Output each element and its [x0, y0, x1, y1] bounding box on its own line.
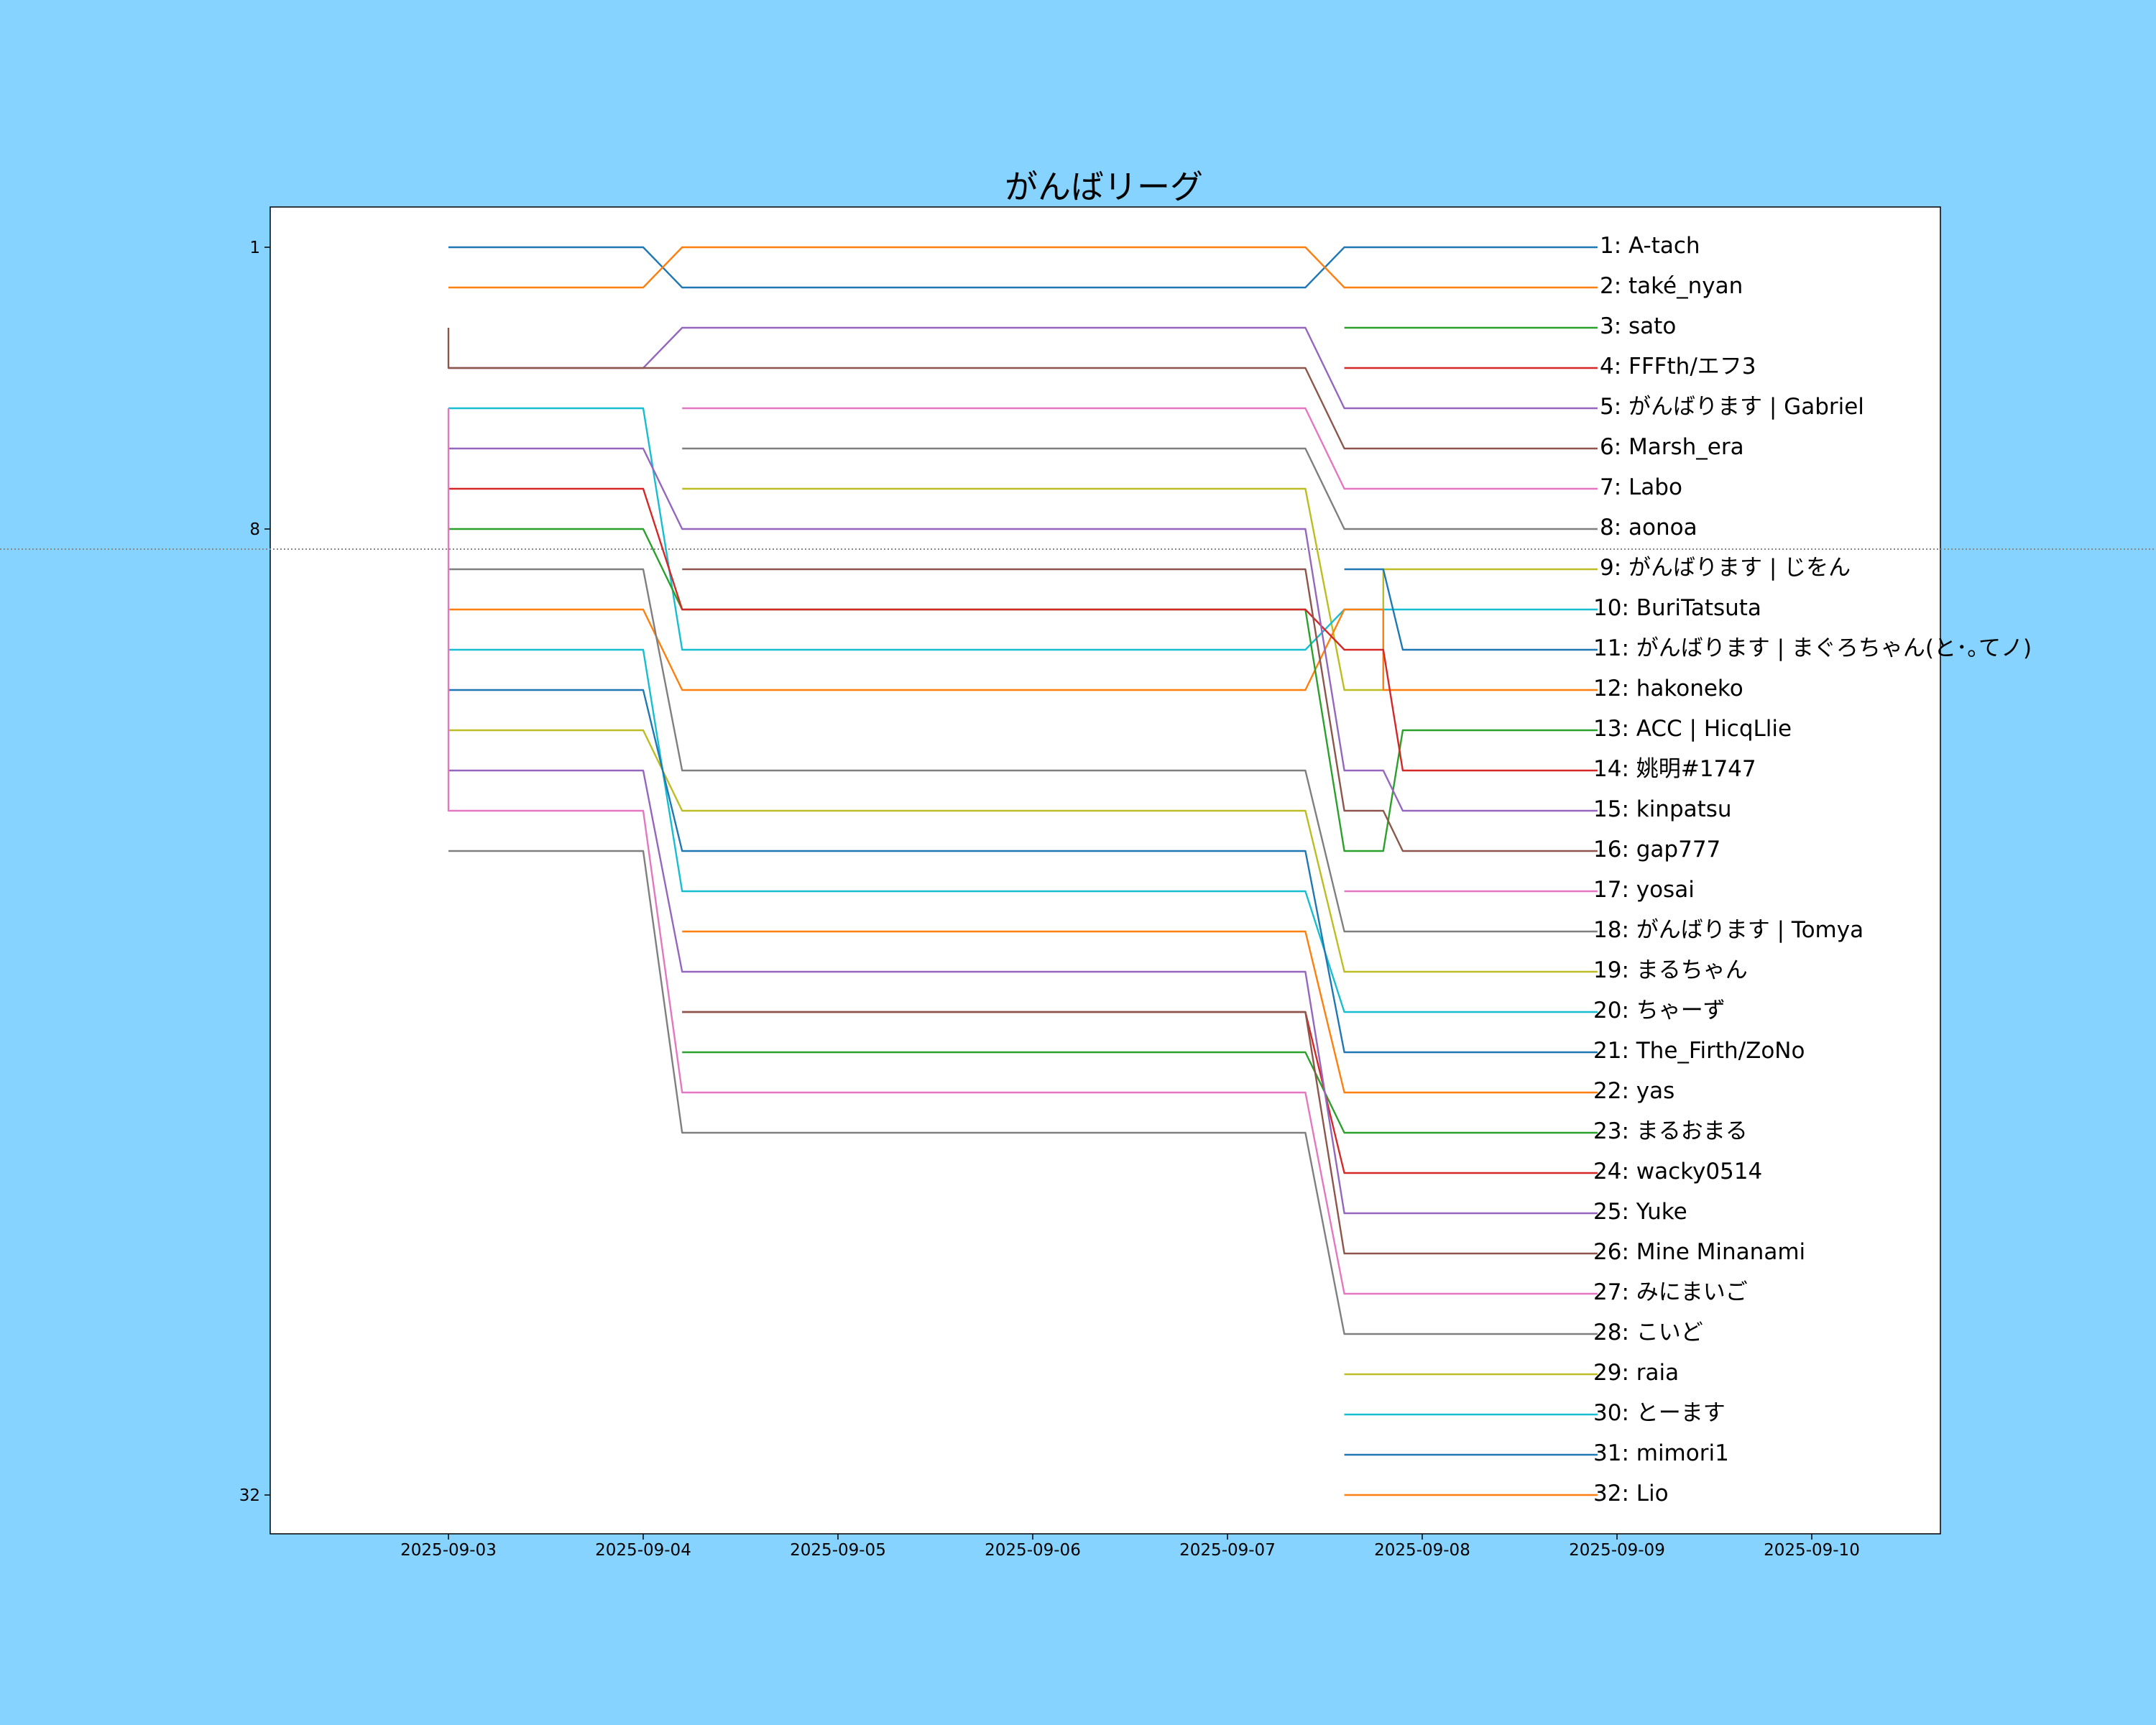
chart-title: がんばリーグ [1005, 167, 1203, 206]
series-end-label: 28: こいど [1593, 1320, 1703, 1346]
series-end-label: 26: Mine Minanami [1593, 1239, 1805, 1265]
series-end-label: 6: Marsh_era [1600, 434, 1744, 460]
series-end-label: 1: A-tach [1600, 233, 1700, 259]
series-line [448, 447, 1598, 812]
x-axis: 2025-09-03 2025-09-04 2025-09-05 2025-09-06… [400, 1534, 1860, 1560]
series-line [448, 850, 1598, 1335]
series-end-label: 21: The_Firth/ZoNo [1593, 1038, 1805, 1064]
end-labels: 1: A-tach 2: také_nyan 3: sato 4: FFFth/エフ3… [1593, 233, 2032, 1506]
series-end-label: 20: ちゃーず [1593, 998, 1726, 1024]
series-end-label: 29: raia [1593, 1360, 1679, 1386]
x-tick-label: 2025-09-03 [400, 1541, 497, 1560]
series-end-label: 25: Yuke [1593, 1199, 1687, 1225]
series-line [682, 568, 1598, 852]
y-tick-label: 32 [239, 1486, 260, 1505]
series-end-label: 14: 姚明#1747 [1593, 756, 1756, 782]
x-tick-label: 2025-09-06 [985, 1541, 1081, 1560]
series-end-label: 10: BuriTatsuta [1593, 595, 1761, 621]
series-end-label: 5: がんばります | Gabriel [1600, 394, 1864, 420]
series-end-label: 24: wacky0514 [1593, 1159, 1762, 1184]
plot-area [270, 206, 1941, 1535]
series-line [682, 447, 1598, 530]
series-line [448, 246, 1598, 289]
series-line [447, 328, 1598, 450]
series-line [682, 407, 1598, 490]
series-end-label: 17: yosai [1593, 877, 1695, 903]
series-end-label: 16: gap777 [1593, 837, 1720, 862]
series-end-label: 19: まるちゃん [1593, 957, 1748, 983]
series-end-label: 9: がんばります | じをん [1600, 555, 1851, 581]
series-line [448, 246, 1598, 289]
series-line [682, 930, 1598, 1094]
x-tick-label: 2025-09-10 [1764, 1541, 1860, 1560]
series-end-label: 8: aonoa [1600, 515, 1697, 540]
series-end-label: 22: yas [1593, 1078, 1674, 1104]
series-line [1344, 568, 1598, 651]
x-tick-label: 2025-09-08 [1374, 1541, 1470, 1560]
series-line [682, 487, 1598, 691]
series-end-label: 11: がんばります | まぐろちゃん(と･｡てノ) [1593, 635, 2032, 661]
series-line [448, 729, 1598, 973]
series-end-label: 12: hakoneko [1593, 676, 1743, 702]
series-end-label: 30: とーます [1593, 1400, 1726, 1426]
y-tick-label: 8 [249, 520, 260, 539]
series-end-label: 31: mimori1 [1593, 1440, 1729, 1466]
series-line [448, 487, 1598, 772]
x-tick-label: 2025-09-05 [790, 1541, 886, 1560]
series-line [682, 1011, 1598, 1255]
series-end-label: 18: がんばります | Tomya [1593, 917, 1864, 943]
series-end-label: 15: kinpatsu [1593, 796, 1732, 822]
series-lines [447, 246, 1598, 1496]
series-line [448, 648, 1598, 1013]
series-end-label: 2: také_nyan [1600, 273, 1743, 299]
x-tick-label: 2025-09-04 [595, 1541, 691, 1560]
series-line [448, 689, 1598, 1054]
series-end-label: 23: まるおまる [1593, 1118, 1748, 1144]
series-end-label: 4: FFFth/エフ3 [1600, 354, 1756, 380]
series-end-label: 32: Lio [1593, 1481, 1669, 1506]
series-line [447, 408, 1598, 1295]
series-line [448, 769, 1598, 1215]
series-end-label: 3: sato [1600, 313, 1676, 339]
series-end-label: 7: Labo [1600, 474, 1682, 500]
series-line [448, 568, 1598, 933]
series-end-label: 27: みにまいご [1593, 1279, 1748, 1305]
x-tick-label: 2025-09-07 [1179, 1541, 1276, 1560]
y-tick-label: 1 [249, 239, 260, 257]
x-tick-label: 2025-09-09 [1569, 1541, 1665, 1560]
series-end-label: 13: ACC | HicqLlie [1593, 716, 1792, 742]
